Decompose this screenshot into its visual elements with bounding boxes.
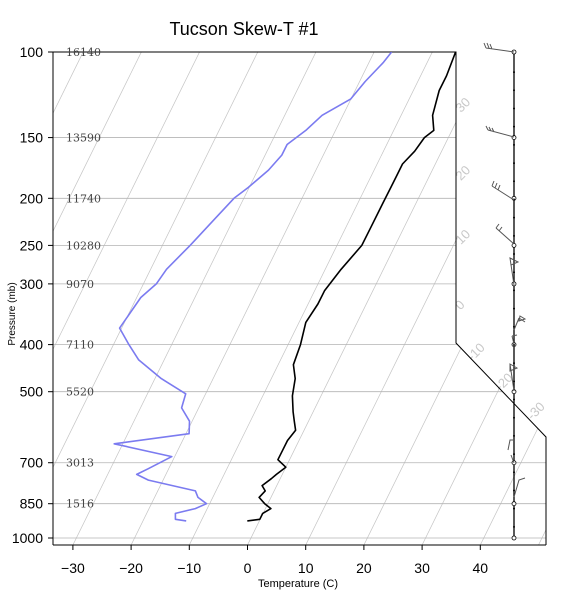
wind-level-dot (513, 434, 515, 437)
wind-level-dot (513, 507, 515, 510)
isotherm-line (479, 52, 546, 545)
isotherm-line (53, 52, 204, 545)
isotherm-line (538, 52, 546, 545)
wind-level-dot (513, 489, 515, 492)
wind-level-dot (513, 234, 515, 237)
wind-level-dot (513, 343, 515, 346)
wind-barb-700 (510, 454, 515, 464)
isotherm-line (72, 52, 320, 545)
pressure-tick-label: 200 (20, 190, 44, 206)
wind-level-dot (513, 453, 515, 456)
temperature-profile-line (247, 52, 457, 522)
x-tick-label: −10 (177, 560, 201, 576)
wind-barb-300 (509, 257, 520, 286)
height-label: 7110 (66, 339, 94, 352)
height-label: 10280 (66, 239, 101, 252)
isotherm-line (188, 52, 437, 545)
wind-level-dot (513, 289, 515, 292)
wind-barb-600 (507, 439, 514, 451)
isotherm-line (363, 52, 546, 545)
x-tick-label: 10 (298, 560, 314, 576)
pressure-tick-label: 100 (20, 44, 44, 60)
y-axis-label: Pressure (mb) (7, 282, 18, 345)
x-tick-label: −30 (61, 560, 85, 576)
pressure-tick-label: 1000 (12, 530, 43, 546)
wind-barb-350 (513, 315, 527, 331)
wind-barb-500 (509, 363, 519, 392)
plot-boundary (53, 51, 547, 545)
pressure-tick-label: 400 (20, 337, 44, 353)
x-tick-label: 0 (244, 560, 252, 576)
x-tick-label: 20 (356, 560, 372, 576)
wind-level-dot (513, 307, 515, 310)
wind-barbs (483, 42, 527, 498)
isotherm-label: -10 (464, 340, 488, 364)
wind-level-dot (513, 416, 515, 419)
wind-level-dot (513, 143, 515, 146)
wind-level-dot (513, 107, 515, 110)
wind-level-dot (513, 380, 515, 383)
wind-barb-850 (513, 477, 526, 498)
isobar-lines (53, 51, 546, 539)
chart-title: Tucson Skew-T #1 (169, 19, 318, 39)
x-tick-label: 40 (473, 560, 489, 576)
height-label: 1516 (66, 498, 94, 511)
isotherm-lines (53, 52, 546, 545)
wind-barb-150 (485, 125, 515, 138)
wind-level-dot (513, 162, 515, 165)
pressure-tick-label: 150 (20, 130, 44, 146)
wind-level-dot (513, 253, 515, 256)
wind-level-circle (511, 501, 517, 507)
x-tick-labels: −30 −20 −10 0 10 20 30 40 (61, 545, 488, 576)
pressure-tick-label: 500 (20, 384, 44, 400)
wind-level-dot (513, 71, 515, 74)
x-axis-label: Temperature (C) (258, 578, 338, 590)
isotherm-line (53, 52, 146, 545)
height-labels: 16140 13590 11740 10280 9070 7110 5520 3013 1516 (66, 46, 101, 511)
pressure-tick-label: 250 (20, 237, 44, 253)
pressure-tick-labels: 100 150 200 250 300 400 500 700 850 1000 (12, 44, 53, 546)
pressure-tick-label: 850 (20, 496, 44, 512)
isotherm-line (421, 52, 546, 545)
height-label: 16140 (66, 46, 101, 59)
dewpoint-profile-line (113, 52, 393, 522)
wind-barb-250 (495, 223, 515, 245)
wind-level-dot (513, 89, 515, 92)
pressure-tick-label: 300 (20, 276, 44, 292)
height-label: 5520 (66, 386, 94, 399)
height-label: 13590 (66, 132, 101, 145)
height-label: 11740 (66, 192, 101, 205)
isotherm-line (247, 52, 495, 545)
height-label: 3013 (66, 457, 94, 470)
isotherm-line (130, 52, 378, 545)
isotherm-line (53, 52, 262, 545)
wind-level-dot (513, 216, 515, 219)
wind-barb-100 (483, 42, 515, 53)
pressure-tick-label: 700 (20, 455, 44, 471)
wind-level-dot (513, 398, 515, 401)
wind-level-dot (513, 362, 515, 365)
wind-barb-200 (491, 180, 515, 201)
isotherm-label: -30 (524, 399, 548, 423)
wind-level-dot (513, 125, 515, 128)
wind-barb-400 (511, 334, 518, 345)
wind-barb-column (483, 42, 527, 541)
height-label: 9070 (66, 278, 94, 291)
wind-level-dot (513, 325, 515, 328)
wind-level-dot (513, 271, 515, 274)
wind-level-dot (513, 180, 515, 183)
wind-level-dot (513, 525, 515, 528)
x-tick-label: −20 (119, 560, 143, 576)
wind-level-dot (513, 471, 515, 474)
isotherm-label: 0 (452, 297, 468, 313)
wind-level-circle (511, 535, 517, 541)
x-tick-label: 30 (414, 560, 430, 576)
isotherm-line (305, 52, 546, 545)
profile-series (113, 52, 457, 522)
